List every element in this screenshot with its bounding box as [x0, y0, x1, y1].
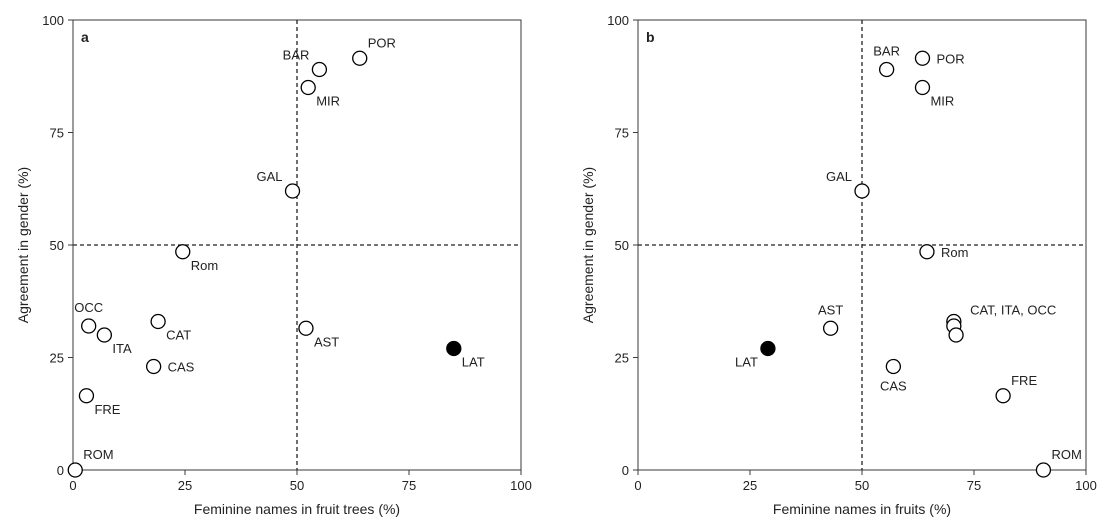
- b-point-label-ast: AST: [818, 302, 843, 317]
- a-x-tick-label: 75: [402, 478, 416, 493]
- b-point-label-rom: ROM: [1051, 447, 1081, 462]
- b-point-label-bar: BAR: [873, 44, 900, 59]
- a-point-label-rom: ROM: [83, 447, 113, 462]
- b-point-lat: [760, 340, 776, 357]
- a-point-rom: [67, 462, 83, 478]
- a-point-ast: [298, 320, 314, 336]
- b-point-unlabeled: [948, 327, 964, 343]
- b-point-rom: [1035, 462, 1052, 478]
- a-x-tick-label: 0: [69, 478, 76, 493]
- b-y-axis-label: Agreement in gender (%): [580, 167, 596, 323]
- b-point-label-rom: Rom: [941, 245, 968, 260]
- b-point-label-gal: GAL: [826, 169, 852, 184]
- panel-b: 0 25 50 75 100 0 25 50 75 100 Feminine names in fr…: [580, 13, 1097, 517]
- a-point-gal: [284, 183, 301, 199]
- a-point-label-mir: MIR: [316, 94, 340, 109]
- a-y-tick-label: 0: [57, 463, 64, 478]
- b-point-label-fre: FRE: [1011, 373, 1037, 388]
- a-point-label-por: POR: [368, 35, 396, 50]
- b-x-axis-label: Feminine names in fruits (%): [773, 501, 951, 517]
- a-point-label-rom: Rom: [191, 258, 218, 273]
- a-x-tick-label: 25: [178, 478, 192, 493]
- a-x-tick-label: 50: [290, 478, 304, 493]
- b-panel-label: b: [646, 29, 655, 45]
- a-point-label-cat: CAT: [166, 328, 191, 343]
- b-x-tick-label: 50: [855, 478, 869, 493]
- b-point-label-mir: MIR: [930, 94, 954, 109]
- b-point-ast: [822, 320, 839, 336]
- b-point-por: [914, 50, 931, 66]
- a-point-label-ast: AST: [314, 334, 339, 349]
- b-point-fre: [995, 388, 1011, 404]
- panel-a: 0 25 50 75 100 0 25 50 75 100 Feminine names in fr…: [15, 13, 532, 517]
- b-x-tick-label: 25: [743, 478, 757, 493]
- a-point-fre: [78, 388, 95, 404]
- a-y-tick-label: 50: [50, 238, 64, 253]
- b-annotation-label: CAT, ITA, OCC: [970, 303, 1056, 318]
- b-point-label-cas: CAS: [880, 379, 907, 394]
- a-point-ita: [96, 327, 113, 343]
- a-point-label-ita: ITA: [112, 341, 132, 356]
- b-point-mir: [914, 79, 931, 96]
- b-y-tick-label: 100: [607, 13, 629, 28]
- a-point-label-lat: LAT: [462, 355, 485, 370]
- a-x-axis-label: Feminine names in fruit trees (%): [194, 501, 400, 517]
- a-y-tick-label: 75: [50, 126, 64, 141]
- b-y-tick-label: 0: [622, 463, 629, 478]
- b-y-tick-label: 25: [615, 351, 629, 366]
- a-point-por: [352, 50, 368, 66]
- a-point-occ: [81, 318, 97, 334]
- a-point-label-gal: GAL: [257, 169, 283, 184]
- a-point-bar: [311, 61, 328, 78]
- a-y-tick-label: 25: [50, 351, 64, 366]
- a-panel-label: a: [81, 29, 89, 45]
- b-point-bar: [878, 61, 895, 78]
- a-point-label-occ: OCC: [74, 300, 103, 315]
- a-point-mir: [300, 79, 316, 96]
- a-point-rom: [175, 244, 191, 260]
- b-y-tick-label: 75: [615, 126, 629, 141]
- a-point-label-cas: CAS: [168, 360, 195, 375]
- b-y-tick-label: 50: [615, 238, 629, 253]
- b-x-tick-label: 0: [634, 478, 641, 493]
- a-point-label-fre: FRE: [94, 402, 120, 417]
- a-point-cat: [150, 313, 166, 330]
- b-x-tick-label: 100: [1075, 478, 1097, 493]
- a-point-lat: [446, 340, 462, 357]
- a-y-tick-label: 100: [42, 13, 64, 28]
- b-x-tick-label: 75: [967, 478, 981, 493]
- b-point-cas: [885, 358, 902, 375]
- a-point-cas: [145, 358, 162, 375]
- b-point-label-por: POR: [936, 51, 964, 66]
- a-point-label-bar: BAR: [283, 48, 310, 63]
- a-y-axis-label: Agreement in gender (%): [15, 167, 31, 323]
- a-x-tick-label: 100: [510, 478, 532, 493]
- b-point-rom: [919, 244, 935, 260]
- b-point-label-lat: LAT: [735, 355, 758, 370]
- b-point-gal: [854, 183, 870, 199]
